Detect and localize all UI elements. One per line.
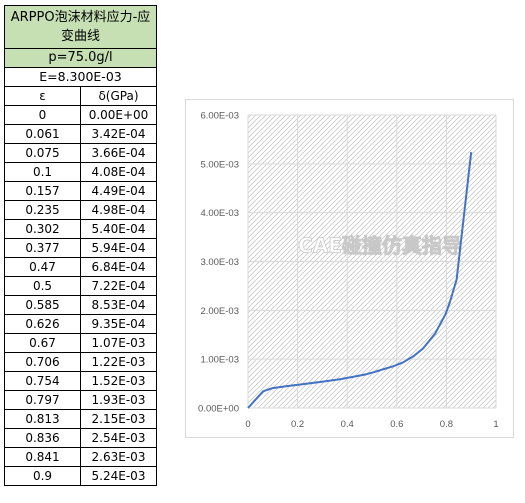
- stress-cell: 6.84E-04: [80, 257, 157, 277]
- table-row: 0.797 1.93E-03: [4, 390, 157, 410]
- stress-cell: 4.98E-04: [80, 200, 157, 220]
- table-row: 0.836 2.54E-03: [4, 428, 157, 448]
- stress-cell: 5.24E-03: [80, 466, 157, 486]
- modulus-row: E=8.300E-03: [4, 67, 157, 87]
- table-row: 0.67 1.07E-03: [4, 333, 157, 353]
- table-title: ARPPO泡沫材料应力-应变曲线: [4, 5, 157, 49]
- header-strain: ε: [4, 86, 81, 106]
- stress-cell: 8.53E-04: [80, 295, 157, 315]
- table-row: 0.754 1.52E-03: [4, 371, 157, 391]
- stress-cell: 7.22E-04: [80, 276, 157, 296]
- strain-cell: 0.061: [4, 124, 81, 144]
- table-row: 0.377 5.94E-04: [4, 238, 157, 258]
- x-tick-label: 1: [493, 419, 498, 430]
- stress-cell: 1.22E-03: [80, 352, 157, 372]
- table-row: 0.813 2.15E-03: [4, 409, 157, 429]
- stress-strain-chart: CAE碰撞仿真指导 0.00E+00 1.00E-03 2.00E-03 3.00E-…: [198, 111, 499, 431]
- strain-cell: 0.9: [4, 466, 81, 486]
- table-row: 0.1 4.08E-04: [4, 162, 157, 182]
- table-row: 0.075 3.66E-04: [4, 143, 157, 163]
- strain-cell: 0.67: [4, 333, 81, 353]
- table-row: 0.061 3.42E-04: [4, 124, 157, 144]
- strain-cell: 0.377: [4, 238, 81, 258]
- stress-cell: 1.07E-03: [80, 333, 157, 353]
- y-tick-label: 4.00E-03: [200, 208, 239, 219]
- stress-cell: 1.93E-03: [80, 390, 157, 410]
- table-row: 0 0.00E+00: [4, 105, 157, 125]
- x-tick-label: 0.4: [341, 419, 354, 430]
- table-row: 0.706 1.22E-03: [4, 352, 157, 372]
- tick-labels: 0.00E+00 1.00E-03 2.00E-03 3.00E-03 4.00E-03…: [198, 111, 499, 431]
- strain-cell: 0: [4, 105, 81, 125]
- grid-lines: [247, 114, 497, 409]
- stress-cell: 0.00E+00: [80, 105, 157, 125]
- stress-cell: 9.35E-04: [80, 314, 157, 334]
- strain-cell: 0.836: [4, 428, 81, 448]
- stress-cell: 4.08E-04: [80, 162, 157, 182]
- strain-cell: 0.235: [4, 200, 81, 220]
- stress-cell: 2.15E-03: [80, 409, 157, 429]
- strain-cell: 0.797: [4, 390, 81, 410]
- x-tick-label: 0.2: [291, 419, 304, 430]
- table-row: 0.302 5.40E-04: [4, 219, 157, 239]
- data-table: ARPPO泡沫材料应力-应变曲线 p=75.0g/l E=8.300E-03 ε…: [4, 5, 157, 486]
- stress-cell: 1.52E-03: [80, 371, 157, 391]
- header-stress: δ(GPa): [80, 86, 157, 106]
- stress-cell: 3.66E-04: [80, 143, 157, 163]
- table-row: 0.626 9.35E-04: [4, 314, 157, 334]
- strain-cell: 0.706: [4, 352, 81, 372]
- strain-cell: 0.302: [4, 219, 81, 239]
- table-row: 0.841 2.63E-03: [4, 447, 157, 467]
- title-row: ARPPO泡沫材料应力-应变曲线: [4, 5, 157, 49]
- y-tick-label: 0.00E+00: [198, 404, 239, 415]
- y-tick-label: 5.00E-03: [200, 159, 239, 170]
- stress-cell: 2.63E-03: [80, 447, 157, 467]
- table-row: 0.235 4.98E-04: [4, 200, 157, 220]
- strain-cell: 0.585: [4, 295, 81, 315]
- strain-cell: 0.841: [4, 447, 81, 467]
- density-row: p=75.0g/l: [4, 48, 157, 68]
- y-tick-label: 6.00E-03: [200, 111, 239, 122]
- table-row: 0.585 8.53E-04: [4, 295, 157, 315]
- strain-cell: 0.754: [4, 371, 81, 391]
- x-tick-label: 0.8: [440, 419, 453, 430]
- modulus-value: E=8.300E-03: [4, 67, 157, 87]
- table-row: 0.47 6.84E-04: [4, 257, 157, 277]
- stress-cell: 3.42E-04: [80, 124, 157, 144]
- strain-cell: 0.075: [4, 143, 81, 163]
- strain-cell: 0.47: [4, 257, 81, 277]
- x-tick-label: 0: [245, 419, 250, 430]
- strain-cell: 0.813: [4, 409, 81, 429]
- header-row: ε δ(GPa): [4, 86, 157, 106]
- x-tick-label: 0.6: [390, 419, 403, 430]
- stress-cell: 5.94E-04: [80, 238, 157, 258]
- strain-cell: 0.626: [4, 314, 81, 334]
- table-row: 0.157 4.49E-04: [4, 181, 157, 201]
- strain-cell: 0.1: [4, 162, 81, 182]
- table-row: 0.9 5.24E-03: [4, 466, 157, 486]
- chart-frame: CAE碰撞仿真指导 0.00E+00 1.00E-03 2.00E-03 3.00E-…: [185, 99, 514, 438]
- y-tick-label: 2.00E-03: [200, 306, 239, 317]
- strain-cell: 0.5: [4, 276, 81, 296]
- series-line: [247, 151, 473, 409]
- stress-cell: 4.49E-04: [80, 181, 157, 201]
- watermark-text: CAE碰撞仿真指导: [298, 234, 462, 258]
- strain-cell: 0.157: [4, 181, 81, 201]
- stress-cell: 2.54E-03: [80, 428, 157, 448]
- y-tick-label: 1.00E-03: [200, 355, 239, 366]
- stress-cell: 5.40E-04: [80, 219, 157, 239]
- y-tick-label: 3.00E-03: [200, 257, 239, 268]
- table-row: 0.5 7.22E-04: [4, 276, 157, 296]
- density-value: p=75.0g/l: [4, 48, 157, 68]
